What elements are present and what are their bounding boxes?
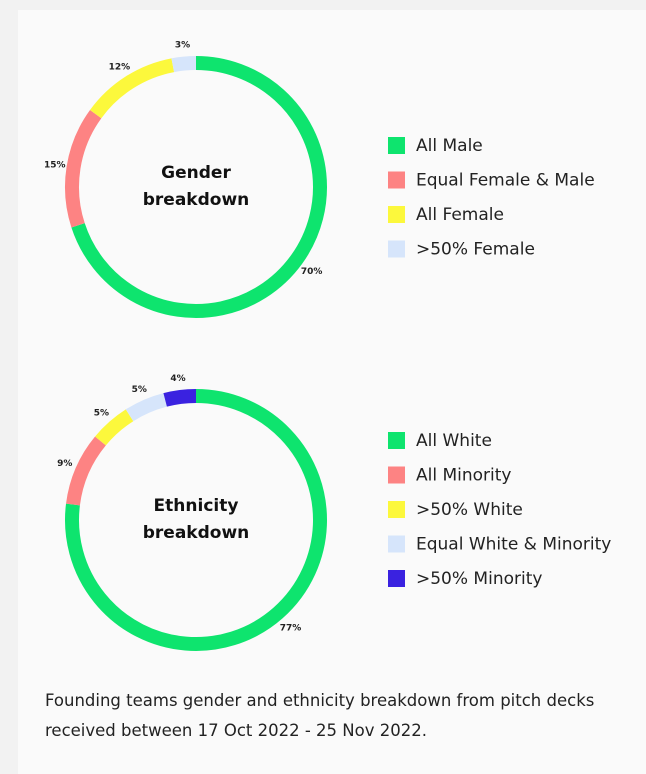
legend-label: >50% White [416,500,523,520]
donut-segment [163,389,197,407]
legend-label: All Male [416,136,483,156]
donut-segment [90,58,175,119]
center-label: Ethnicity breakdown [142,496,250,543]
donut-segment [71,56,327,318]
value-label: 12% [109,62,131,72]
value-label: 77% [280,623,302,633]
card [18,10,646,774]
value-label: 15% [44,161,66,171]
legend-swatch [388,171,405,189]
legend-label: All Female [416,205,504,225]
donut-segment [171,56,197,73]
donut-segment [65,110,102,228]
value-label: 3% [175,41,190,51]
donut-segment [95,409,134,446]
legend-label: >50% Female [416,240,535,260]
value-label: 4% [170,374,185,384]
legend-swatch [388,466,405,484]
value-label: 9% [57,459,72,469]
legend-label: Equal White & Minority [416,535,611,555]
caption: Founding teams gender and ethnicity brea… [45,691,595,740]
legend-swatch [388,240,405,258]
donut-segment [65,389,327,651]
donut-segment [66,436,106,506]
center-label: Gender breakdown [142,163,250,210]
value-label: 70% [301,267,323,277]
legend-label: All Minority [416,466,511,486]
legend-label: Equal Female & Male [416,171,595,191]
legend-swatch [388,206,405,223]
legend-swatch [388,501,405,518]
donut-segment [125,393,168,422]
legend-swatch [388,137,405,154]
legend-label: >50% Minority [416,569,542,589]
legend-swatch [388,570,405,587]
legend-label: All White [416,431,492,451]
value-label: 5% [132,385,147,395]
legend-swatch [388,535,405,553]
value-label: 5% [94,409,109,419]
legend-swatch [388,432,405,449]
